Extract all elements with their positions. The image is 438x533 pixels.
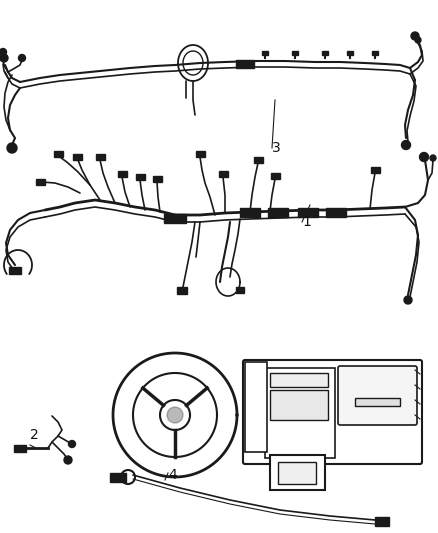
- Bar: [270, 373, 328, 387]
- Bar: [372, 51, 378, 55]
- Bar: [270, 455, 325, 490]
- Bar: [271, 173, 279, 179]
- Circle shape: [167, 407, 183, 423]
- FancyBboxPatch shape: [243, 360, 422, 464]
- Bar: [265, 368, 335, 458]
- Bar: [73, 154, 81, 160]
- Bar: [278, 462, 316, 484]
- Bar: [292, 51, 298, 55]
- Bar: [355, 398, 400, 406]
- Bar: [236, 287, 244, 293]
- Circle shape: [430, 155, 436, 161]
- Bar: [219, 171, 227, 177]
- Bar: [262, 51, 268, 55]
- Bar: [298, 207, 318, 216]
- Bar: [347, 51, 353, 55]
- Bar: [240, 207, 260, 216]
- Bar: [135, 174, 145, 180]
- Bar: [236, 60, 254, 68]
- Bar: [254, 157, 262, 163]
- Bar: [177, 287, 187, 294]
- Circle shape: [0, 49, 7, 55]
- Bar: [164, 214, 186, 222]
- Circle shape: [121, 470, 135, 484]
- Bar: [110, 472, 126, 481]
- FancyBboxPatch shape: [338, 366, 417, 425]
- Bar: [152, 176, 162, 182]
- Text: 1: 1: [302, 215, 311, 229]
- Circle shape: [18, 54, 25, 61]
- Bar: [371, 167, 379, 173]
- Bar: [95, 154, 105, 160]
- Bar: [375, 516, 389, 526]
- Circle shape: [411, 32, 419, 40]
- Bar: [270, 390, 328, 420]
- Bar: [14, 445, 26, 451]
- Circle shape: [7, 143, 17, 153]
- Circle shape: [0, 54, 8, 62]
- Bar: [117, 171, 127, 177]
- Bar: [322, 51, 328, 55]
- Bar: [268, 207, 288, 216]
- Bar: [195, 151, 205, 157]
- Bar: [35, 179, 45, 185]
- Bar: [326, 207, 346, 216]
- Bar: [245, 362, 267, 452]
- Circle shape: [64, 456, 72, 464]
- Bar: [53, 151, 63, 157]
- Circle shape: [68, 440, 75, 448]
- Text: 3: 3: [272, 141, 281, 155]
- Circle shape: [415, 37, 421, 43]
- Text: 2: 2: [30, 428, 39, 442]
- Circle shape: [402, 141, 410, 149]
- Circle shape: [404, 296, 412, 304]
- Circle shape: [420, 152, 428, 161]
- Bar: [9, 266, 21, 273]
- Text: 4: 4: [168, 468, 177, 482]
